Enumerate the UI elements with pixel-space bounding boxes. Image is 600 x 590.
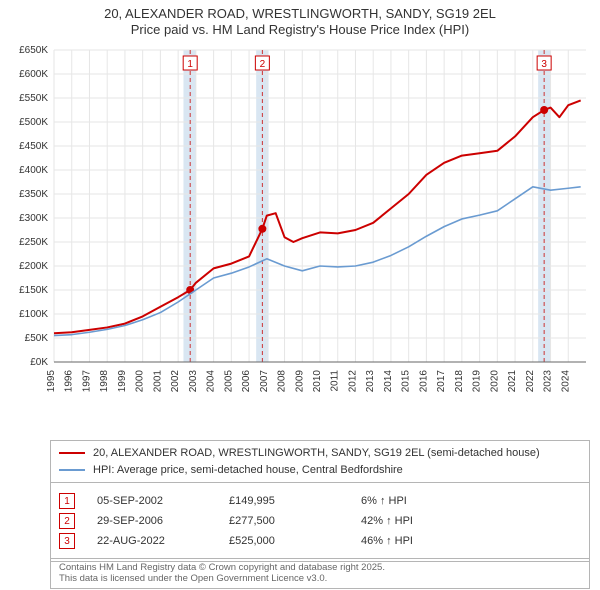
- events-table: 1 05-SEP-2002 £149,995 6% ↑ HPI 2 29-SEP-2006…: [50, 482, 590, 562]
- event-date: 29-SEP-2006: [97, 515, 207, 527]
- event-price: £525,000: [229, 535, 339, 547]
- event-row: 2 29-SEP-2006 £277,500 42% ↑ HPI: [59, 513, 581, 529]
- svg-text:2004: 2004: [206, 370, 217, 393]
- svg-text:2009: 2009: [294, 370, 305, 393]
- attribution: Contains HM Land Registry data © Crown c…: [50, 558, 590, 589]
- svg-text:£100K: £100K: [19, 309, 48, 320]
- svg-text:1998: 1998: [99, 370, 110, 393]
- svg-text:2019: 2019: [472, 370, 483, 393]
- title-line-2: Price paid vs. HM Land Registry's House …: [131, 22, 469, 37]
- svg-text:2012: 2012: [347, 370, 358, 393]
- attribution-line-1: Contains HM Land Registry data © Crown c…: [59, 562, 385, 573]
- legend-item: HPI: Average price, semi-detached house,…: [59, 462, 581, 479]
- legend-swatch: [59, 452, 85, 454]
- legend-label: 20, ALEXANDER ROAD, WRESTLINGWORTH, SAND…: [93, 445, 540, 462]
- chart-title: 20, ALEXANDER ROAD, WRESTLINGWORTH, SAND…: [0, 0, 600, 39]
- svg-text:£350K: £350K: [19, 189, 48, 200]
- legend-swatch: [59, 469, 85, 471]
- svg-text:2010: 2010: [312, 370, 323, 393]
- event-delta: 6% ↑ HPI: [361, 495, 581, 507]
- svg-text:2016: 2016: [418, 370, 429, 393]
- svg-text:2006: 2006: [241, 370, 252, 393]
- event-marker: 2: [59, 513, 75, 529]
- svg-text:£250K: £250K: [19, 237, 48, 248]
- legend: 20, ALEXANDER ROAD, WRESTLINGWORTH, SAND…: [50, 440, 590, 483]
- event-delta: 42% ↑ HPI: [361, 515, 581, 527]
- event-date: 22-AUG-2022: [97, 535, 207, 547]
- event-price: £277,500: [229, 515, 339, 527]
- event-row: 3 22-AUG-2022 £525,000 46% ↑ HPI: [59, 533, 581, 549]
- svg-text:2: 2: [260, 59, 266, 70]
- event-marker: 3: [59, 533, 75, 549]
- svg-text:2014: 2014: [383, 370, 394, 393]
- svg-text:2003: 2003: [188, 370, 199, 393]
- svg-text:2007: 2007: [259, 370, 270, 393]
- event-marker: 1: [59, 493, 75, 509]
- event-row: 1 05-SEP-2002 £149,995 6% ↑ HPI: [59, 493, 581, 509]
- svg-text:£0K: £0K: [30, 357, 48, 368]
- title-line-1: 20, ALEXANDER ROAD, WRESTLINGWORTH, SAND…: [104, 6, 496, 21]
- svg-text:1996: 1996: [64, 370, 75, 393]
- svg-text:£300K: £300K: [19, 213, 48, 224]
- svg-text:3: 3: [541, 59, 547, 70]
- svg-text:2017: 2017: [436, 370, 447, 393]
- svg-text:2022: 2022: [525, 370, 536, 393]
- svg-text:2005: 2005: [223, 370, 234, 393]
- svg-text:1999: 1999: [117, 370, 128, 393]
- svg-text:£500K: £500K: [19, 117, 48, 128]
- svg-text:£200K: £200K: [19, 261, 48, 272]
- svg-text:2011: 2011: [330, 370, 341, 392]
- svg-text:2020: 2020: [489, 370, 500, 393]
- event-date: 05-SEP-2002: [97, 495, 207, 507]
- svg-text:£450K: £450K: [19, 141, 48, 152]
- svg-text:£550K: £550K: [19, 93, 48, 104]
- svg-text:1: 1: [187, 59, 193, 70]
- svg-text:1995: 1995: [46, 370, 57, 393]
- chart: £0K£50K£100K£150K£200K£250K£300K£350K£40…: [50, 46, 590, 406]
- svg-text:2024: 2024: [560, 370, 571, 393]
- svg-text:2023: 2023: [543, 370, 554, 393]
- svg-text:2001: 2001: [152, 370, 163, 393]
- svg-text:2021: 2021: [507, 370, 518, 393]
- svg-text:£150K: £150K: [19, 285, 48, 296]
- svg-text:2000: 2000: [135, 370, 146, 393]
- svg-text:2002: 2002: [170, 370, 181, 393]
- svg-text:2018: 2018: [454, 370, 465, 393]
- svg-text:2008: 2008: [277, 370, 288, 393]
- svg-text:£400K: £400K: [19, 165, 48, 176]
- event-price: £149,995: [229, 495, 339, 507]
- attribution-line-2: This data is licensed under the Open Gov…: [59, 573, 327, 584]
- svg-text:2013: 2013: [365, 370, 376, 393]
- event-delta: 46% ↑ HPI: [361, 535, 581, 547]
- legend-label: HPI: Average price, semi-detached house,…: [93, 462, 403, 479]
- svg-text:£650K: £650K: [19, 45, 48, 56]
- svg-text:£600K: £600K: [19, 69, 48, 80]
- svg-text:2015: 2015: [401, 370, 412, 393]
- legend-item: 20, ALEXANDER ROAD, WRESTLINGWORTH, SAND…: [59, 445, 581, 462]
- svg-text:£50K: £50K: [25, 333, 49, 344]
- svg-text:1997: 1997: [81, 370, 92, 393]
